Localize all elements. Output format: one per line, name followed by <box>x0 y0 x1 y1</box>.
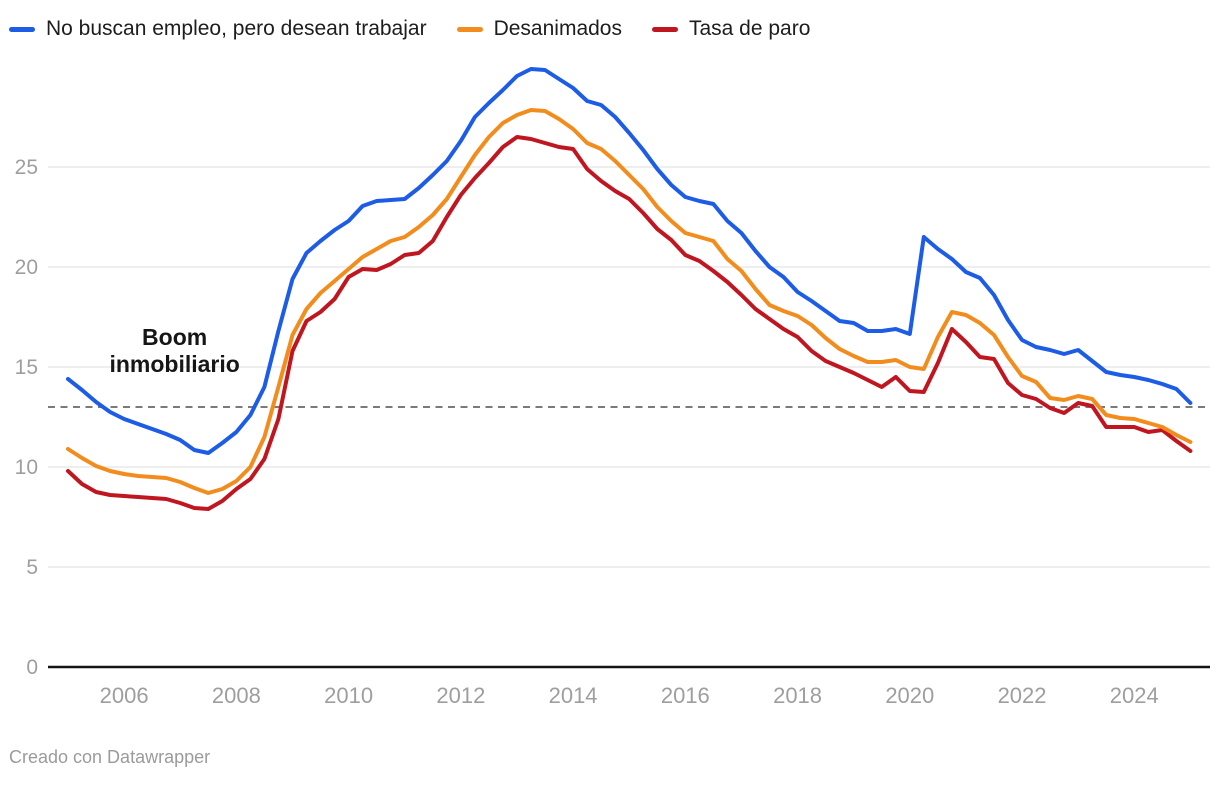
legend-swatch-red-icon <box>651 26 678 32</box>
x-tick-label-2006: 2006 <box>100 683 149 708</box>
datawrapper-credit: Creado con Datawrapper <box>9 747 211 767</box>
series-line-desanimados <box>66 108 1193 495</box>
x-tick-label-2014: 2014 <box>549 683 598 708</box>
legend-label-no-buscan: No buscan empleo, pero desean trabajar <box>46 17 427 40</box>
annotation-boom-inmobiliario: Boom inmobiliario <box>109 324 240 377</box>
y-tick-label-10: 10 <box>15 456 38 479</box>
x-tick-label-2016: 2016 <box>661 683 710 708</box>
series-line-no-buscan-empleo-pero-desean-trabajar <box>66 67 1193 455</box>
x-tick-label-2020: 2020 <box>885 683 934 708</box>
x-tick-label-2012: 2012 <box>436 683 485 708</box>
x-tick-label-2018: 2018 <box>773 683 822 708</box>
legend-swatch-orange-icon <box>456 26 483 32</box>
y-tick-label-0: 0 <box>26 656 38 679</box>
legend-item-no-buscan: No buscan empleo, pero desean trabajar <box>9 17 427 41</box>
legend-item-tasa-de-paro: Tasa de paro <box>651 17 811 41</box>
legend-swatch-blue-icon <box>9 26 35 32</box>
x-tick-label-2022: 2022 <box>998 683 1047 708</box>
series-line-tasa-de-paro <box>66 135 1193 511</box>
y-tick-label-15: 15 <box>15 356 38 379</box>
y-tick-label-25: 25 <box>15 156 38 179</box>
legend-item-desanimados: Desanimados <box>456 17 622 41</box>
legend-label-desanimados: Desanimados <box>493 17 622 40</box>
y-tick-label-20: 20 <box>15 256 38 279</box>
x-tick-label-2008: 2008 <box>212 683 261 708</box>
legend-label-tasa-de-paro: Tasa de paro <box>688 17 811 40</box>
y-tick-label-5: 5 <box>26 556 38 579</box>
x-tick-label-2024: 2024 <box>1110 683 1159 708</box>
legend: No buscan empleo, pero desean trabajar D… <box>9 17 810 41</box>
x-tick-label-2010: 2010 <box>324 683 373 708</box>
